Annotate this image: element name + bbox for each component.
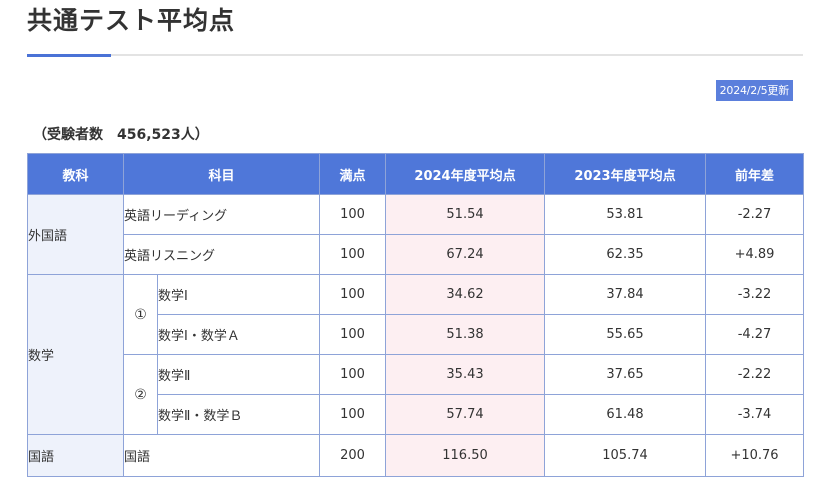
table-row: 外国語 英語リーディング 100 51.54 53.81 -2.27: [27, 194, 805, 275]
average-score-table: 教科 科目 満点 2024年度平均点 2023年度平均点 前年差 外国語 英語リ…: [27, 153, 805, 477]
page-title: 共通テスト平均点: [27, 6, 236, 35]
avg-2024-cell: 35.43: [385, 354, 546, 395]
update-date-badge: 2024/2/5更新: [715, 80, 793, 101]
math-section-1: ①: [123, 274, 158, 355]
subject-cell: 数学Ⅱ: [156, 354, 321, 395]
avg-2024-cell: 51.54: [385, 194, 546, 235]
subject-cell: 国語: [122, 434, 321, 477]
category-math: 数学: [27, 274, 124, 435]
avg-2023-cell: 61.48: [544, 394, 707, 435]
diff-cell: -2.22: [705, 354, 805, 395]
avg-2024-cell: 116.50: [385, 434, 546, 477]
table-row: 数学Ⅱ・数学Ｂ 100 57.74 61.48 -3.74: [28, 394, 805, 435]
diff-cell: -3.22: [705, 274, 805, 315]
title-accent-bar: [27, 54, 111, 57]
diff-cell: -2.27: [705, 194, 805, 235]
subject-cell: 数学Ⅰ・数学Ａ: [156, 314, 321, 355]
header-avg-2023: 2023年度平均点: [544, 153, 707, 195]
full-score-cell: 100: [319, 314, 387, 355]
diff-cell: +10.76: [705, 434, 805, 477]
table-row: 国語 国語 200 116.50 105.74 +10.76: [27, 434, 805, 477]
category-japanese: 国語: [27, 434, 124, 477]
header-diff: 前年差: [705, 153, 805, 195]
full-score-cell: 100: [319, 194, 387, 235]
full-score-cell: 100: [319, 234, 387, 275]
avg-2023-cell: 37.65: [544, 354, 707, 395]
examinee-count: （受験者数 456,523人）: [33, 124, 209, 144]
avg-2024-cell: 57.74: [385, 394, 546, 435]
avg-2023-cell: 37.84: [544, 274, 707, 315]
header-category: 教科: [27, 153, 124, 195]
avg-2024-cell: 34.62: [385, 274, 546, 315]
examinee-count-label: （受験者数: [33, 127, 103, 143]
avg-2023-cell: 62.35: [544, 234, 707, 275]
avg-2023-cell: 105.74: [544, 434, 707, 477]
table-row: 英語リスニング 100 67.24 62.35 +4.89: [28, 234, 805, 275]
avg-2024-cell: 67.24: [385, 234, 546, 275]
full-score-cell: 200: [319, 434, 387, 477]
table-header-row: 教科 科目 満点 2024年度平均点 2023年度平均点 前年差: [27, 153, 805, 195]
table-row: 数学Ⅰ・数学Ａ 100 51.38 55.65 -4.27: [28, 314, 805, 355]
table-row: 数学 ① 数学Ⅰ 100 34.62 37.84 -3.22: [27, 274, 805, 435]
header-subject: 科目: [122, 153, 321, 195]
title-divider: [27, 54, 803, 56]
diff-cell: +4.89: [705, 234, 805, 275]
table-row: ② 数学Ⅱ 100 35.43 37.65 -2.22: [28, 354, 805, 435]
full-score-cell: 100: [319, 274, 387, 315]
diff-cell: -4.27: [705, 314, 805, 355]
diff-cell: -3.74: [705, 394, 805, 435]
avg-2023-cell: 55.65: [544, 314, 707, 355]
avg-2024-cell: 51.38: [385, 314, 546, 355]
subject-cell: 英語リーディング: [122, 194, 321, 235]
subject-cell: 数学Ⅱ・数学Ｂ: [156, 394, 321, 435]
category-foreign-language: 外国語: [27, 194, 124, 275]
full-score-cell: 100: [319, 354, 387, 395]
full-score-cell: 100: [319, 394, 387, 435]
avg-2023-cell: 53.81: [544, 194, 707, 235]
header-full-score: 満点: [319, 153, 387, 195]
math-section-2: ②: [123, 354, 158, 435]
subject-cell: 英語リスニング: [122, 234, 321, 275]
header-avg-2024: 2024年度平均点: [385, 153, 546, 195]
examinee-count-value: 456,523人）: [117, 127, 209, 143]
subject-cell: 数学Ⅰ: [156, 274, 321, 315]
